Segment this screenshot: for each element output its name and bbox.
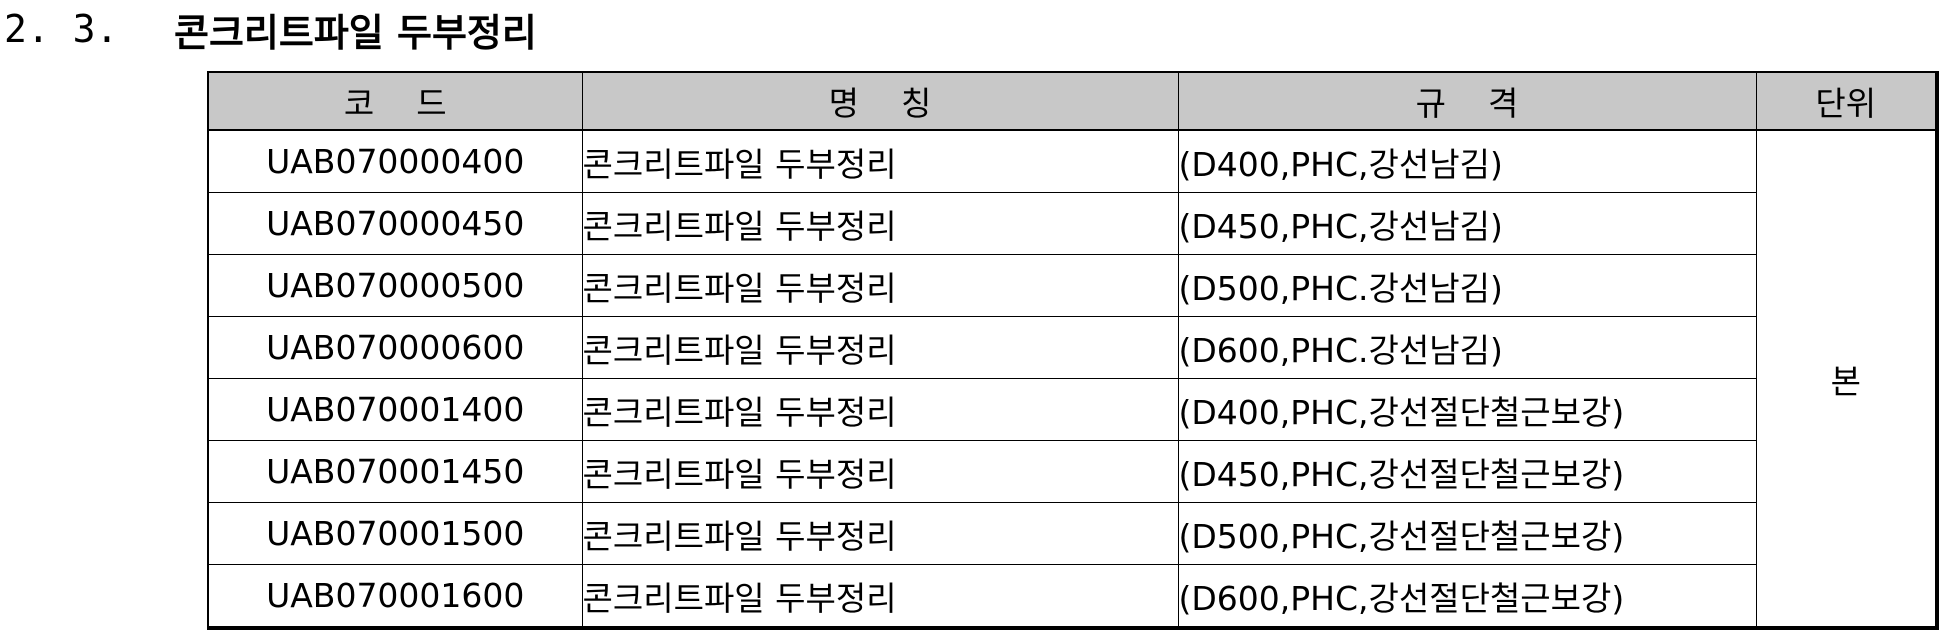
cell-name: 콘크리트파일 두부정리 (581, 129, 1179, 193)
table-row: UAB070000500 콘크리트파일 두부정리 (D500,PHC.강선남김) (207, 254, 1937, 317)
section-title: 콘크리트파일 두부정리 (174, 10, 537, 55)
cell-spec: (D400,PHC,강선절단철근보강) (1177, 378, 1757, 441)
cell-name: 콘크리트파일 두부정리 (581, 316, 1179, 379)
table-row: UAB070000450 콘크리트파일 두부정리 (D450,PHC,강선남김) (207, 192, 1937, 255)
table-row: UAB070001600 콘크리트파일 두부정리 (D600,PHC,강선절단철… (207, 564, 1937, 629)
cell-code: UAB070000500 (207, 254, 583, 317)
cell-spec: (D450,PHC,강선남김) (1177, 192, 1757, 255)
cell-name: 콘크리트파일 두부정리 (581, 378, 1179, 441)
cell-code: UAB070000450 (207, 192, 583, 255)
table-header: 코 드 명 칭 규 격 단위 (207, 71, 1938, 131)
table-row: UAB070000600 콘크리트파일 두부정리 (D600,PHC.강선남김) (207, 316, 1937, 379)
table-row: UAB070001400 콘크리트파일 두부정리 (D400,PHC,강선절단철… (207, 378, 1937, 441)
cell-name: 콘크리트파일 두부정리 (581, 254, 1179, 317)
cell-spec: (D400,PHC,강선남김) (1177, 129, 1757, 193)
cell-spec: (D450,PHC,강선절단철근보강) (1177, 440, 1757, 503)
code-table: 코 드 명 칭 규 격 단위 UAB070000400 콘크리트파일 두부정리 … (207, 71, 1939, 630)
cell-name: 콘크리트파일 두부정리 (581, 440, 1179, 503)
cell-code: UAB070000400 (207, 129, 583, 193)
table-row: UAB070000400 콘크리트파일 두부정리 (D400,PHC,강선남김)… (207, 129, 1938, 629)
section-number: 2. 3. (4, 7, 119, 51)
cell-code: UAB070001500 (207, 502, 583, 565)
table-row: UAB070001450 콘크리트파일 두부정리 (D450,PHC,강선절단철… (207, 440, 1937, 503)
cell-name: 콘크리트파일 두부정리 (581, 502, 1179, 565)
cell-name: 콘크리트파일 두부정리 (581, 564, 1179, 629)
header-unit: 단위 (1755, 71, 1938, 131)
cell-code: UAB070001400 (207, 378, 583, 441)
header-code: 코 드 (207, 71, 583, 131)
cell-code: UAB070001450 (207, 440, 583, 503)
cell-spec: (D600,PHC.강선남김) (1177, 316, 1757, 379)
table-row: UAB070001500 콘크리트파일 두부정리 (D500,PHC,강선절단철… (207, 502, 1937, 565)
cell-unit: 본 (1755, 129, 1938, 629)
code-table-container: 코 드 명 칭 규 격 단위 UAB070000400 콘크리트파일 두부정리 … (207, 71, 1939, 630)
table-body: UAB070000400 콘크리트파일 두부정리 (D400,PHC,강선남김)… (207, 129, 1938, 629)
header-name: 명 칭 (581, 71, 1179, 131)
cell-name: 콘크리트파일 두부정리 (581, 192, 1179, 255)
cell-spec: (D500,PHC,강선절단철근보강) (1177, 502, 1757, 565)
cell-spec: (D600,PHC,강선절단철근보강) (1177, 564, 1757, 629)
header-row: 코 드 명 칭 규 격 단위 (207, 71, 1938, 131)
header-spec: 규 격 (1177, 71, 1757, 131)
cell-code: UAB070001600 (207, 564, 583, 629)
cell-code: UAB070000600 (207, 316, 583, 379)
cell-spec: (D500,PHC.강선남김) (1177, 254, 1757, 317)
section-heading: 2. 3. 콘크리트파일 두부정리 (4, 0, 537, 58)
